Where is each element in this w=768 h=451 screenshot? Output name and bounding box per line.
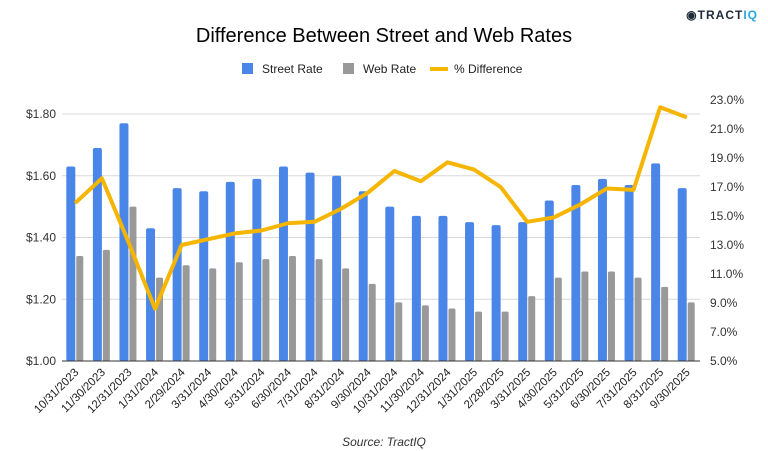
street-rate-bar xyxy=(278,166,288,361)
web-rate-bar xyxy=(342,268,350,361)
web-rate-bar xyxy=(395,302,403,361)
percent-difference-point xyxy=(420,180,422,182)
street-rate-bar xyxy=(597,178,607,361)
web-rate-bar xyxy=(475,311,483,361)
street-rate-bar xyxy=(544,200,554,361)
street-rate-bar xyxy=(465,222,475,361)
web-rate-bar xyxy=(581,271,589,361)
web-rate-bar xyxy=(661,286,669,361)
street-rate-bar xyxy=(92,147,102,361)
percent-difference-point xyxy=(181,244,183,246)
street-rate-bar xyxy=(172,188,182,361)
percent-difference-point xyxy=(446,161,448,163)
percent-difference-point xyxy=(154,308,156,310)
legend-label-2: % Difference xyxy=(454,62,523,76)
street-rate-bar xyxy=(385,206,395,361)
percent-difference-point xyxy=(367,192,369,194)
street-rate-bar xyxy=(199,191,209,361)
web-rate-bar xyxy=(528,296,536,361)
left-tick-label: $1.00 xyxy=(26,354,56,368)
legend-label-1: Web Rate xyxy=(363,62,416,76)
percent-difference-point xyxy=(606,187,608,189)
street-rate-bar xyxy=(119,123,129,361)
logo-text: TRACT xyxy=(697,8,744,22)
street-rate-bar xyxy=(358,191,368,361)
web-rate-bar xyxy=(448,308,456,361)
percent-difference-point xyxy=(686,116,688,118)
right-tick-label: 21.0% xyxy=(710,122,744,136)
right-tick-label: 7.0% xyxy=(710,325,738,339)
right-tick-label: 17.0% xyxy=(710,180,744,194)
left-tick-label: $1.20 xyxy=(26,292,56,306)
right-tick-label: 13.0% xyxy=(710,238,744,252)
right-tick-label: 11.0% xyxy=(710,267,743,281)
chart-source: Source: TractIQ xyxy=(342,435,426,449)
right-tick-label: 9.0% xyxy=(710,296,738,310)
percent-difference-point xyxy=(234,232,236,234)
percent-difference-point xyxy=(127,241,129,243)
percent-difference-point xyxy=(260,230,262,231)
web-rate-bar xyxy=(554,277,562,361)
street-rate-bar xyxy=(438,215,448,361)
web-rate-bar xyxy=(76,256,84,361)
percent-difference-point xyxy=(340,208,342,210)
street-rate-bar xyxy=(677,188,687,361)
percent-difference-point xyxy=(207,238,209,240)
web-rate-bar xyxy=(634,277,642,361)
street-rate-bar xyxy=(651,163,661,361)
street-rate-bar xyxy=(332,175,342,361)
street-rate-bar xyxy=(225,181,235,361)
street-rate-bar xyxy=(624,185,634,361)
left-tick-label: $1.80 xyxy=(26,107,56,121)
street-rate-bar xyxy=(252,178,262,361)
left-tick-label: $1.40 xyxy=(26,231,56,245)
web-rate-bar xyxy=(129,206,137,361)
web-rate-bar xyxy=(607,271,615,361)
legend-swatch-0 xyxy=(242,63,253,74)
percent-difference-point xyxy=(473,169,475,171)
percent-difference-line xyxy=(73,105,688,311)
percent-difference-point xyxy=(526,221,528,223)
web-rate-bar xyxy=(262,259,270,361)
percent-difference-point xyxy=(553,216,555,218)
percent-difference-point xyxy=(500,186,502,188)
legend-swatch-1 xyxy=(343,63,354,74)
right-tick-label: 5.0% xyxy=(710,354,738,368)
web-rate-bar xyxy=(421,305,429,361)
street-rate-bar xyxy=(66,166,76,361)
web-rate-bar xyxy=(501,311,509,361)
percent-difference-point xyxy=(287,222,289,224)
legend-label-0: Street Rate xyxy=(262,62,323,76)
street-rate-bar xyxy=(571,185,581,361)
web-rate-bar xyxy=(288,256,296,361)
street-rate-bar xyxy=(491,225,501,361)
percent-difference-point xyxy=(659,106,661,108)
percent-difference-point xyxy=(74,202,76,204)
web-rate-bar xyxy=(102,249,110,361)
percent-difference-point xyxy=(101,177,103,179)
street-rate-bar xyxy=(305,172,315,361)
left-tick-label: $1.60 xyxy=(26,169,56,183)
web-rate-bar xyxy=(315,259,323,361)
web-rate-bar xyxy=(209,268,217,361)
chart-title: Difference Between Street and Web Rates xyxy=(196,25,572,47)
percent-difference-point xyxy=(633,189,635,191)
right-tick-label: 15.0% xyxy=(710,209,744,223)
street-rate-bar xyxy=(411,215,421,361)
web-rate-bar xyxy=(235,262,243,361)
percent-difference-point xyxy=(314,221,316,223)
percent-difference-point xyxy=(579,203,581,205)
web-rate-bar xyxy=(687,302,695,361)
logo-text-accent: IQ xyxy=(743,8,758,22)
percent-difference-point xyxy=(393,170,395,172)
logo-icon: ◉ xyxy=(686,8,698,22)
web-rate-bar xyxy=(182,265,190,361)
tractiq-logo: ◉TRACTIQ xyxy=(686,8,758,22)
legend-swatch-2 xyxy=(430,67,448,71)
right-tick-label: 23.0% xyxy=(710,93,744,107)
street-rate-bar xyxy=(518,222,528,361)
right-tick-label: 19.0% xyxy=(710,151,744,165)
web-rate-bar xyxy=(368,283,376,361)
